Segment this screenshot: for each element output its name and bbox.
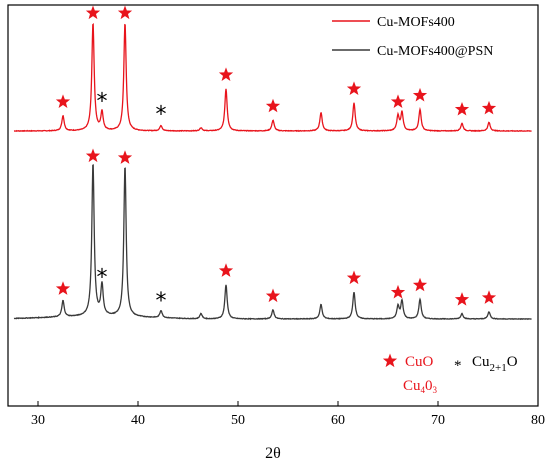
series-line-cu-mofs400: [13, 22, 532, 133]
cuo-star-mark: [412, 277, 428, 292]
legend-label-cu-mofs400: Cu-MOFs400: [377, 15, 455, 30]
key-cu2o-label: Cu2+1O: [472, 354, 518, 374]
x-tick-label: 70: [431, 413, 445, 428]
cuo-star-mark: [117, 150, 133, 164]
cuo-star-mark: [85, 5, 101, 20]
cu2o-asterisk-mark: *: [156, 103, 167, 128]
series-layer: [13, 22, 532, 321]
cuo-star-mark: [55, 94, 71, 108]
cuo-star-mark: [390, 94, 406, 108]
x-axis-ticks: 30 40 50 60 70 80: [31, 401, 545, 428]
cu2o-asterisk-mark: *: [97, 90, 108, 115]
key-asterisk-icon: *: [454, 358, 462, 374]
x-tick-label: 60: [331, 413, 345, 428]
cuo-star-mark: [481, 100, 497, 115]
cuo-star-mark: [454, 101, 470, 116]
cuo-star-mark: [346, 81, 362, 95]
cuo-star-mark: [454, 292, 470, 306]
cuo-star-mark: [218, 263, 234, 277]
cuo-star-mark: [218, 67, 234, 81]
cuo-star-mark: [85, 148, 101, 163]
cuo-star-mark: [265, 98, 281, 113]
cu2o-asterisk-mark: *: [97, 265, 108, 290]
x-tick-label: 30: [31, 413, 45, 428]
key-star-icon: [382, 353, 398, 368]
phase-key: CuO * Cu2+1O Cu403: [382, 353, 518, 395]
x-axis-title: 2θ: [265, 445, 281, 462]
x-tick-label: 80: [531, 413, 545, 428]
cuo-star-mark: [390, 284, 406, 299]
cuo-star-mark: [265, 288, 281, 303]
x-tick-label: 40: [131, 413, 145, 428]
peak-marks-layer: * * * *: [55, 5, 497, 314]
legend: Cu-MOFs400 Cu-MOFs400@PSN: [332, 15, 493, 59]
cuo-star-mark: [117, 5, 133, 20]
legend-label-cu-mofs400-psn: Cu-MOFs400@PSN: [377, 44, 493, 59]
key-cuo-label: CuO: [405, 354, 434, 370]
cuo-star-mark: [346, 270, 362, 285]
x-tick-label: 50: [231, 413, 245, 428]
cuo-star-mark: [412, 87, 428, 102]
key-cu4o3-label: Cu403: [403, 378, 438, 395]
cuo-star-mark: [481, 290, 497, 304]
cu2o-asterisk-mark: *: [156, 289, 167, 314]
cuo-star-mark: [55, 281, 71, 295]
plot-frame: [7, 4, 539, 407]
series-line-cu-mofs400-psn: [13, 164, 532, 321]
